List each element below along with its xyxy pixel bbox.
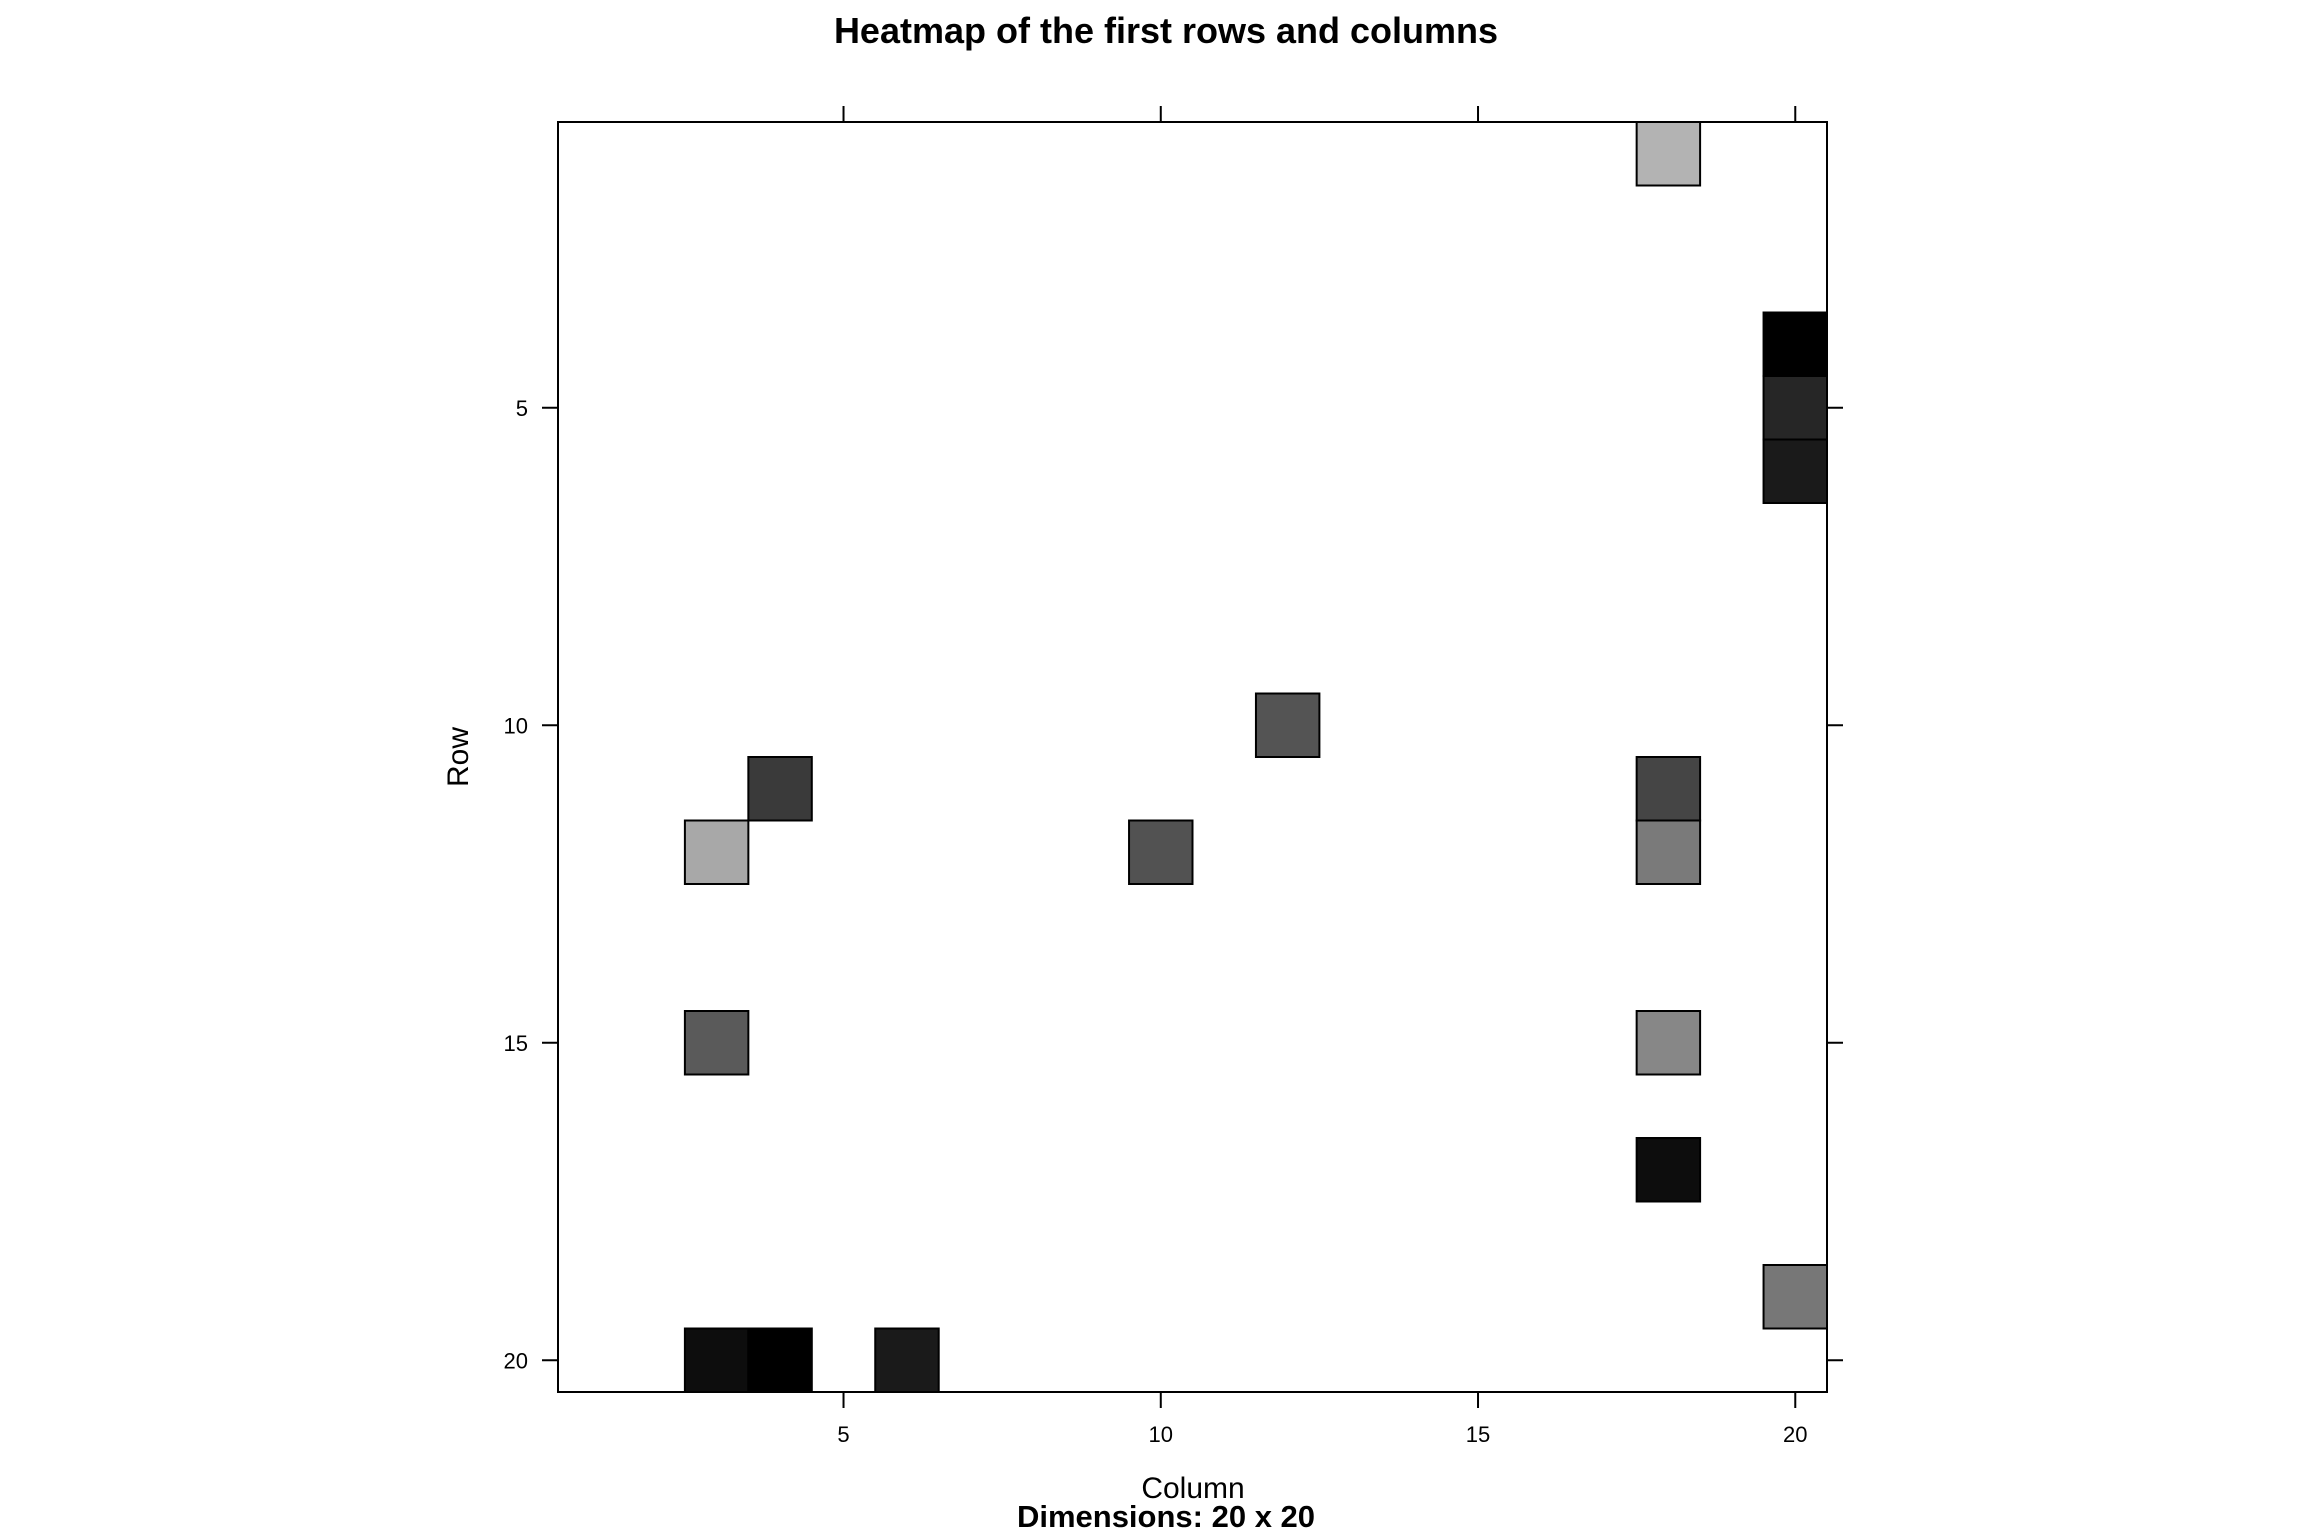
- y-tick-label-15: 15: [504, 1031, 528, 1056]
- heatmap-cell-r12-c18: [1635, 819, 1702, 885]
- x-axis-label: Column: [1141, 1472, 1244, 1505]
- heatmap-cells: [683, 121, 1829, 1393]
- axis-ticks: 5 10 15 20 5 10 15 20: [504, 106, 1843, 1447]
- heatmap-cell-r19-c20: [1762, 1264, 1829, 1330]
- heatmap-cell-r10-c12: [1254, 692, 1321, 758]
- heatmap-cell-r12-c10: [1128, 819, 1194, 885]
- heatmap-cell-r5-c20: [1762, 375, 1829, 441]
- heatmap-cell-r17-c18: [1635, 1137, 1702, 1203]
- x-tick-label-15: 15: [1466, 1422, 1490, 1447]
- heatmap-cell-r20-c4: [747, 1327, 813, 1393]
- y-axis-label: Row: [442, 727, 475, 787]
- x-tick-label-10: 10: [1149, 1422, 1173, 1447]
- heatmap-cell-r12-c3: [683, 819, 750, 885]
- heatmap-cell-r6-c20: [1762, 438, 1829, 504]
- chart-subtitle: Dimensions: 20 x 20: [1017, 1499, 1315, 1534]
- x-tick-label-20: 20: [1783, 1422, 1807, 1447]
- heatmap-cell-r11-c4: [747, 756, 813, 822]
- heatmap-cell-r4-c20: [1762, 311, 1829, 377]
- y-tick-label-20: 20: [504, 1348, 528, 1373]
- y-tick-label-5: 5: [516, 396, 528, 421]
- heatmap-cell-r20-c3: [683, 1327, 750, 1393]
- heatmap-cell-r11-c18: [1635, 756, 1702, 822]
- y-tick-label-10: 10: [504, 713, 528, 738]
- heatmap-cell-r1-c18: [1635, 121, 1702, 187]
- chart-title: Heatmap of the first rows and columns: [834, 10, 1498, 51]
- heatmap-cell-r15-c3: [683, 1010, 750, 1076]
- plot-frame: [557, 121, 1828, 1393]
- x-tick-label-5: 5: [837, 1422, 849, 1447]
- heatmap-cell-r15-c18: [1635, 1010, 1702, 1076]
- heatmap-cell-r20-c6: [874, 1327, 940, 1393]
